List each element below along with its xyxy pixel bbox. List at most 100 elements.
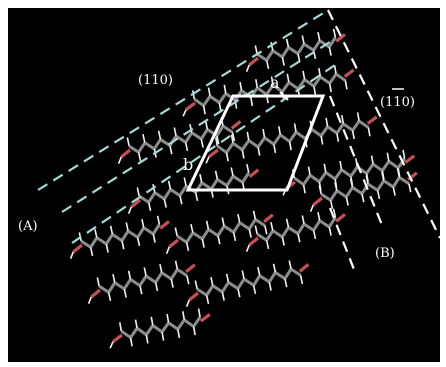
hydrogen-bond xyxy=(285,218,290,228)
hydrogen-bond xyxy=(328,83,332,93)
hydrogen-bond xyxy=(142,133,146,143)
carbon-bond xyxy=(176,319,186,331)
hydrogen-bond xyxy=(87,296,93,304)
hydrogen-bond xyxy=(361,193,365,203)
hydrogen-bond xyxy=(299,275,304,285)
hydrogen-bond xyxy=(194,280,198,290)
carbon-bond xyxy=(358,119,370,129)
hydrogen-bond xyxy=(257,267,261,276)
hydrogen-bond xyxy=(257,146,261,156)
carbon-bond xyxy=(212,284,224,294)
carbon-bond xyxy=(288,131,298,143)
hydrogen-bond xyxy=(223,84,227,94)
carbon-bond xyxy=(367,182,379,192)
carbon-bond xyxy=(96,236,108,246)
carbon-bond xyxy=(256,232,268,242)
carbon-bond xyxy=(216,144,228,154)
carbon-bond xyxy=(318,219,331,229)
carbon-bond xyxy=(312,39,322,52)
hydrogen-bond xyxy=(177,329,181,339)
hydrogen-bond xyxy=(109,341,114,349)
hydrogen-bond xyxy=(125,222,129,232)
carbon-bond xyxy=(272,83,284,93)
hydrogen-bond xyxy=(166,313,170,323)
carbon-bond xyxy=(256,52,268,62)
hydrogen-bond xyxy=(127,270,132,280)
hydrogen-bond xyxy=(241,270,245,280)
carbon-bond xyxy=(222,124,234,134)
carbon-bond xyxy=(160,271,173,281)
carbon-bond xyxy=(376,179,386,192)
carbon-bond xyxy=(274,271,286,280)
molecule-chain xyxy=(245,28,346,72)
hydrogen-bond xyxy=(254,225,258,235)
hydrogen-bond xyxy=(246,164,250,173)
hydrogen-bond xyxy=(165,246,171,254)
lattice-plane-1 xyxy=(37,11,326,191)
hydrogen-bond xyxy=(167,180,172,190)
carbon-bond xyxy=(123,278,132,290)
hydrogen-bond xyxy=(190,223,194,233)
hydrogen-bond xyxy=(250,97,254,107)
oxygen-bond xyxy=(248,236,259,247)
hydrogen-bond xyxy=(245,244,251,252)
carbon-bond xyxy=(365,163,375,175)
carbon-bond xyxy=(176,234,188,244)
hydrogen-bond xyxy=(265,240,270,250)
carbon-bond xyxy=(247,139,259,149)
hydrogen-bond xyxy=(183,177,187,187)
hydrogen-bond xyxy=(265,60,270,70)
carbon-bond xyxy=(279,133,291,143)
carbon-bond xyxy=(105,233,114,245)
hydrogen-bond xyxy=(89,247,94,257)
molecule-chain xyxy=(109,308,211,349)
carbon-bond xyxy=(328,36,337,48)
hydrogen-bond xyxy=(336,132,340,142)
carbon-bond xyxy=(210,178,219,190)
hydrogen-bond xyxy=(301,35,305,45)
hydrogen-bond xyxy=(334,181,338,191)
carbon-bond xyxy=(221,281,230,293)
carbon-bond xyxy=(232,174,244,184)
hydrogen-bond xyxy=(179,195,183,205)
oxygen-bond xyxy=(230,120,242,130)
oxygen-bond xyxy=(168,238,179,249)
hydrogen-bond xyxy=(341,115,345,124)
carbon-bond xyxy=(302,174,312,186)
oxygen-bond xyxy=(208,148,219,158)
carbon-bond xyxy=(272,134,282,146)
hydrogen-bond xyxy=(307,166,311,176)
carbon-bond xyxy=(111,233,123,242)
carbon-bond xyxy=(320,192,332,202)
carbon-bond xyxy=(167,321,179,331)
carbon-bond xyxy=(184,131,194,144)
unit-cell xyxy=(185,94,326,192)
carbon-bond xyxy=(144,141,156,151)
carbon-bond xyxy=(312,219,322,232)
carbon-bond xyxy=(201,228,210,240)
hydrogen-bond xyxy=(288,141,292,151)
hydrogen-bond xyxy=(118,322,123,332)
oxygen-bond xyxy=(298,263,310,273)
hydrogen-bond xyxy=(325,117,329,127)
hydrogen-bond xyxy=(329,200,334,210)
carbon-bond xyxy=(176,268,188,277)
hydrogen-bond xyxy=(139,285,143,295)
oxygen-bond xyxy=(248,168,260,178)
hydrogen-bond xyxy=(313,85,317,95)
carbon-bond xyxy=(351,186,363,195)
carbon-bond xyxy=(281,226,290,238)
hydrogen-bond xyxy=(205,295,210,305)
hydrogen-bond xyxy=(270,41,274,51)
carbon-bond xyxy=(192,316,202,328)
carbon-bond xyxy=(335,72,347,82)
carbon-bond xyxy=(290,267,302,277)
carbon-bond xyxy=(349,166,359,178)
molecule-chain xyxy=(165,210,274,254)
hydrogen-bond xyxy=(184,142,189,152)
carbon-bond xyxy=(265,229,275,242)
carbon-bond xyxy=(136,327,148,337)
carbon-bond xyxy=(324,171,336,181)
carbon-bond xyxy=(145,274,157,284)
carbon-bond xyxy=(107,281,117,294)
